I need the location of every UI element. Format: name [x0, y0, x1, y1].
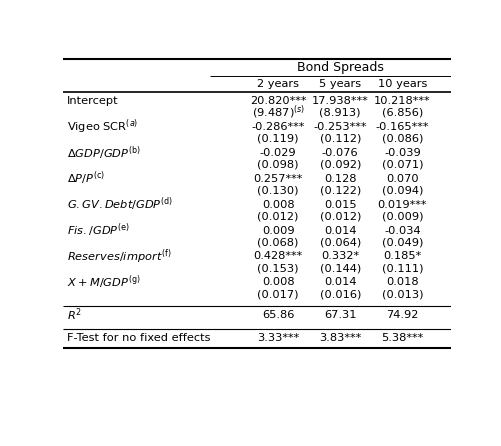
Text: 0.014: 0.014	[324, 277, 357, 287]
Text: $(9.487)^{(s)}$: $(9.487)^{(s)}$	[252, 104, 305, 121]
Text: 0.185*: 0.185*	[383, 252, 421, 261]
Text: 65.86: 65.86	[262, 310, 294, 319]
Text: $\mathit{\Delta P/P}^{\mathrm{(c)}}$: $\mathit{\Delta P/P}^{\mathrm{(c)}}$	[67, 170, 105, 187]
Text: (0.111): (0.111)	[382, 263, 423, 273]
Text: (0.012): (0.012)	[320, 211, 361, 221]
Text: 67.31: 67.31	[324, 310, 357, 319]
Text: 0.128: 0.128	[324, 173, 357, 184]
Text: $\mathit{\Delta GDP/GDP}^{\mathrm{(b)}}$: $\mathit{\Delta GDP/GDP}^{\mathrm{(b)}}$	[67, 144, 140, 161]
Text: (0.017): (0.017)	[258, 289, 299, 299]
Text: (0.119): (0.119)	[258, 133, 299, 144]
Text: (0.092): (0.092)	[320, 159, 361, 169]
Text: 0.008: 0.008	[262, 277, 295, 287]
Text: 0.070: 0.070	[386, 173, 419, 184]
Text: -0.286***: -0.286***	[252, 122, 305, 132]
Text: (0.094): (0.094)	[382, 186, 423, 195]
Text: (0.098): (0.098)	[258, 159, 299, 169]
Text: 5.38***: 5.38***	[381, 333, 423, 343]
Text: -0.039: -0.039	[384, 148, 421, 158]
Text: 3.33***: 3.33***	[257, 333, 299, 343]
Text: 3.83***: 3.83***	[319, 333, 361, 343]
Text: Intercept: Intercept	[67, 96, 118, 106]
Text: 0.019***: 0.019***	[378, 200, 427, 210]
Text: -0.253***: -0.253***	[314, 122, 367, 132]
Text: (0.064): (0.064)	[320, 237, 361, 247]
Text: (0.071): (0.071)	[382, 159, 423, 169]
Text: 0.257***: 0.257***	[254, 173, 303, 184]
Text: -0.029: -0.029	[260, 148, 297, 158]
Text: (0.153): (0.153)	[258, 263, 299, 273]
Text: -0.165***: -0.165***	[376, 122, 429, 132]
Text: $\mathit{Fis./GDP}^{\mathrm{(e)}}$: $\mathit{Fis./GDP}^{\mathrm{(e)}}$	[67, 222, 129, 240]
Text: 0.332*: 0.332*	[321, 252, 359, 261]
Text: Vigeo SCR$^{(a)}$: Vigeo SCR$^{(a)}$	[67, 118, 138, 136]
Text: 0.008: 0.008	[262, 200, 295, 210]
Text: (0.130): (0.130)	[258, 186, 299, 195]
Text: $\mathit{X + M/GDP}^{\mathrm{(g)}}$: $\mathit{X + M/GDP}^{\mathrm{(g)}}$	[67, 273, 140, 291]
Text: 74.92: 74.92	[386, 310, 418, 319]
Text: (0.122): (0.122)	[320, 186, 361, 195]
Text: (0.086): (0.086)	[382, 133, 423, 144]
Text: (0.013): (0.013)	[382, 289, 423, 299]
Text: 5 years: 5 years	[319, 79, 361, 90]
Text: (0.049): (0.049)	[382, 237, 423, 247]
Text: 0.015: 0.015	[324, 200, 357, 210]
Text: (0.068): (0.068)	[258, 237, 299, 247]
Text: 0.428***: 0.428***	[254, 252, 303, 261]
Text: (6.856): (6.856)	[382, 107, 423, 118]
Text: 17.938***: 17.938***	[312, 96, 369, 106]
Text: 10 years: 10 years	[378, 79, 427, 90]
Text: $\mathit{G.GV.Debt/GDP}^{\mathrm{(d)}}$: $\mathit{G.GV.Debt/GDP}^{\mathrm{(d)}}$	[67, 196, 173, 214]
Text: -0.076: -0.076	[322, 148, 359, 158]
Text: -0.034: -0.034	[384, 226, 421, 235]
Text: (0.144): (0.144)	[320, 263, 361, 273]
Text: 10.218***: 10.218***	[374, 96, 431, 106]
Text: 0.014: 0.014	[324, 226, 357, 235]
Text: $R^2$: $R^2$	[67, 306, 82, 323]
Text: Bond Spreads: Bond Spreads	[297, 62, 384, 74]
Text: 20.820***: 20.820***	[250, 96, 307, 106]
Text: $\mathit{Reserves/import}^{\mathrm{(f)}}$: $\mathit{Reserves/import}^{\mathrm{(f)}}…	[67, 247, 171, 266]
Text: (0.012): (0.012)	[258, 211, 299, 221]
Text: F-Test for no fixed effects: F-Test for no fixed effects	[67, 333, 210, 343]
Text: (0.016): (0.016)	[320, 289, 361, 299]
Text: 2 years: 2 years	[257, 79, 299, 90]
Text: (0.112): (0.112)	[320, 133, 361, 144]
Text: (0.009): (0.009)	[382, 211, 423, 221]
Text: (8.913): (8.913)	[320, 107, 361, 118]
Text: 0.009: 0.009	[262, 226, 295, 235]
Text: 0.018: 0.018	[386, 277, 419, 287]
